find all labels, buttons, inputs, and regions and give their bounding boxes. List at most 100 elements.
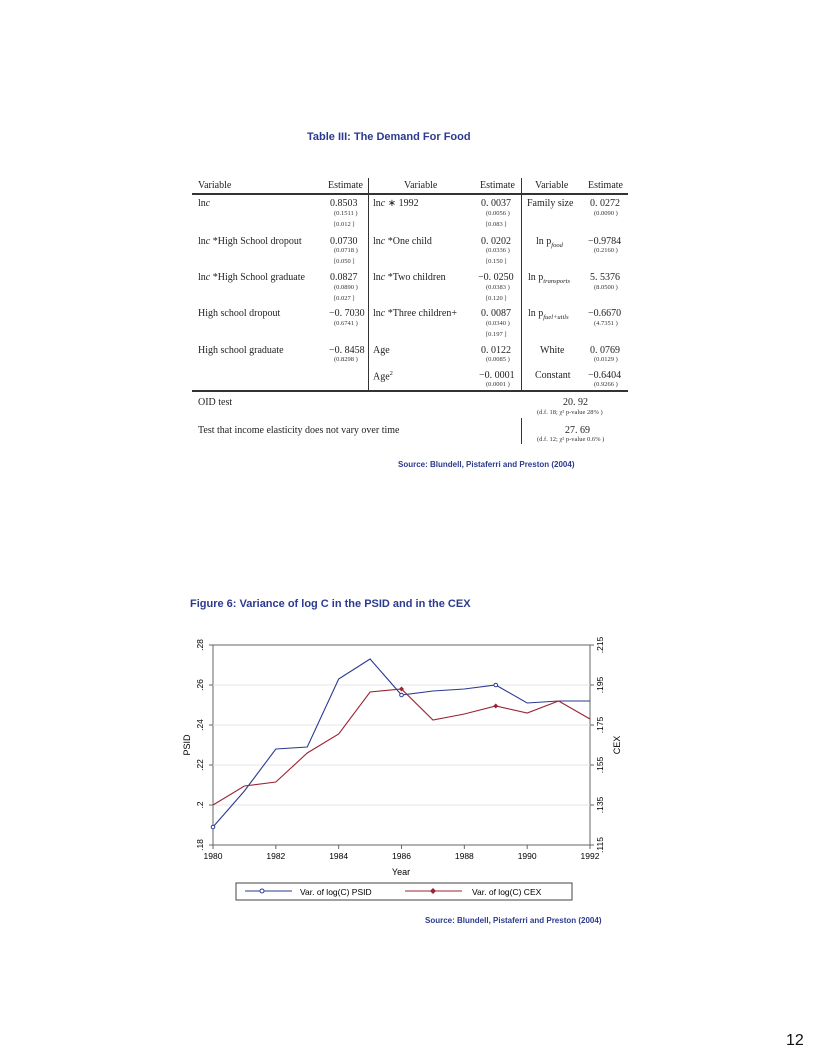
x-tick-label: 1982 bbox=[266, 851, 285, 861]
y-tick-label: .22 bbox=[195, 759, 205, 771]
cex-series-line bbox=[212, 688, 591, 806]
table-cell-estimate: 5. 5376 bbox=[590, 272, 620, 283]
psid-point-marker bbox=[399, 692, 404, 698]
y2-axis-label: CEX bbox=[612, 736, 622, 755]
table-cell-estimate: 0. 0202 bbox=[481, 236, 511, 247]
y-axis-label: PSID bbox=[182, 734, 192, 756]
table-cell-pval: [0.027 ] bbox=[334, 295, 355, 302]
table-cell-variable: ln pfuel+utils bbox=[528, 308, 569, 321]
y-tick-label: .2 bbox=[195, 801, 205, 808]
legend-psid-marker bbox=[259, 888, 265, 894]
table-cell-estimate: 0. 0272 bbox=[590, 198, 620, 209]
column-divider-3 bbox=[521, 418, 522, 444]
body-rule bbox=[192, 390, 628, 392]
table-cell-estimate: −0.6670 bbox=[588, 308, 622, 319]
table-cell-variable: High school graduate bbox=[198, 345, 284, 356]
legend-box bbox=[235, 882, 573, 901]
table-cell-estimate: −0. 8458 bbox=[329, 345, 365, 356]
table-cell-variable: ln pfood bbox=[536, 236, 563, 249]
table-title: Table III: The Demand For Food bbox=[307, 131, 471, 143]
x-axis: 1980 1982 1984 1986 1988 1990 1992 bbox=[204, 845, 600, 861]
header-variable-3: Variable bbox=[535, 180, 569, 191]
table-source: Source: Blundell, Pistaferri and Preston… bbox=[398, 460, 575, 469]
legend-cex-marker bbox=[430, 888, 436, 894]
table-cell-se: (0.0340 ) bbox=[486, 320, 510, 327]
column-divider-2 bbox=[521, 178, 522, 390]
series-layer bbox=[210, 658, 591, 830]
table-cell-pval: [0.120 ] bbox=[486, 295, 507, 302]
table-cell-variable: Constant bbox=[535, 370, 571, 381]
y2-tick-label: .155 bbox=[595, 756, 605, 773]
table-cell-se: (0.0890 ) bbox=[334, 284, 358, 291]
table-cell-variable: lnc *High School graduate bbox=[198, 272, 305, 283]
psid-point-marker bbox=[210, 824, 216, 830]
table-cell-estimate: 0. 0122 bbox=[481, 345, 511, 356]
table-cell-estimate: −0. 7030 bbox=[329, 308, 365, 319]
table-cell-se: (0.9266 ) bbox=[594, 381, 618, 388]
header-estimate-2: Estimate bbox=[480, 180, 515, 191]
table-cell-se: (0.8298 ) bbox=[334, 356, 358, 363]
table-cell-estimate: 0.8503 bbox=[330, 198, 358, 209]
table-cell-estimate: 0.0827 bbox=[330, 272, 358, 283]
table-cell-variable: ln ptransports bbox=[528, 272, 571, 285]
table-cell-variable: lnc *High School dropout bbox=[198, 236, 302, 247]
header-estimate-3: Estimate bbox=[588, 180, 623, 191]
y2-tick-label: .175 bbox=[595, 716, 605, 733]
oid-test-note: (d.f. 18; χ² p-value 28% ) bbox=[537, 409, 603, 416]
table-cell-estimate: −0. 0001 bbox=[479, 370, 515, 381]
table-cell-pval: [0.197 ] bbox=[486, 331, 507, 338]
legend: Var. of log(C) PSID Var. of log(C) CEX bbox=[235, 882, 573, 901]
header-estimate-1: Estimate bbox=[328, 180, 363, 191]
table-cell-se: (0.1511 ) bbox=[334, 210, 358, 217]
cex-point-marker bbox=[493, 703, 499, 709]
x-tick-label: 1984 bbox=[329, 851, 348, 861]
table-cell-se: (0.2160 ) bbox=[594, 247, 618, 254]
y-tick-label: .28 bbox=[195, 639, 205, 651]
table-cell-estimate: 0. 0037 bbox=[481, 198, 511, 209]
table-cell-variable: White bbox=[540, 345, 565, 356]
table-cell-se: (0.0336 ) bbox=[486, 247, 510, 254]
elasticity-test-label: Test that income elasticity does not var… bbox=[198, 425, 400, 436]
y2-tick-label: .215 bbox=[595, 636, 605, 653]
table-cell-se: (8.0500 ) bbox=[594, 284, 618, 291]
oid-test-label: OID test bbox=[198, 397, 233, 408]
legend-psid-label: Var. of log(C) PSID bbox=[300, 887, 372, 897]
x-tick-label: 1988 bbox=[455, 851, 474, 861]
table-cell-pval: [0.083 ] bbox=[486, 221, 507, 228]
table-cell-variable: lnc *Three children+ bbox=[373, 308, 457, 319]
table-cell-variable: lnc *Two children bbox=[373, 272, 446, 283]
table-cell-pval: [0.012 ] bbox=[334, 221, 355, 228]
table-cell-estimate: 0. 0087 bbox=[481, 308, 511, 319]
table-cell-se: (0.0129 ) bbox=[594, 356, 618, 363]
y-tick-label: .18 bbox=[195, 839, 205, 851]
table-cell-variable: Family size bbox=[527, 198, 574, 209]
cex-point-marker bbox=[399, 686, 404, 692]
plot-frame bbox=[212, 644, 591, 846]
figure-title: Figure 6: Variance of log C in the PSID … bbox=[190, 598, 471, 610]
header-rule bbox=[192, 193, 628, 195]
y2-tick-label: .135 bbox=[595, 796, 605, 813]
table-cell-variable: lnc bbox=[198, 198, 211, 209]
y-tick-label: .24 bbox=[195, 719, 205, 731]
x-tick-label: 1990 bbox=[518, 851, 537, 861]
table-cell-estimate: −0.9784 bbox=[588, 236, 622, 247]
elasticity-test-note: (d.f. 12; χ² p-value 0.6% ) bbox=[537, 436, 605, 443]
oid-test-value: 20. 92 bbox=[563, 397, 588, 408]
table-cell-se: (0.0383 ) bbox=[486, 284, 510, 291]
gridlines bbox=[213, 684, 590, 806]
elasticity-test-value: 27. 69 bbox=[565, 425, 590, 436]
table-cell-estimate: −0. 0250 bbox=[478, 272, 514, 283]
table-cell-se: (0.0090 ) bbox=[594, 210, 618, 217]
table-cell-variable: Age bbox=[373, 345, 390, 356]
header-variable-1: Variable bbox=[198, 180, 232, 191]
x-axis-label: Year bbox=[392, 867, 410, 877]
header-variable-2: Variable bbox=[404, 180, 438, 191]
table-cell-se: (0.0001 ) bbox=[486, 381, 510, 388]
x-tick-label: 1986 bbox=[392, 851, 411, 861]
table-cell-se: (0.6741 ) bbox=[334, 320, 358, 327]
table-cell-pval: [0.150 ] bbox=[486, 258, 507, 265]
table-cell-estimate: −0.6404 bbox=[588, 370, 622, 381]
y-tick-label: .26 bbox=[195, 679, 205, 691]
legend-cex-label: Var. of log(C) CEX bbox=[472, 887, 542, 897]
